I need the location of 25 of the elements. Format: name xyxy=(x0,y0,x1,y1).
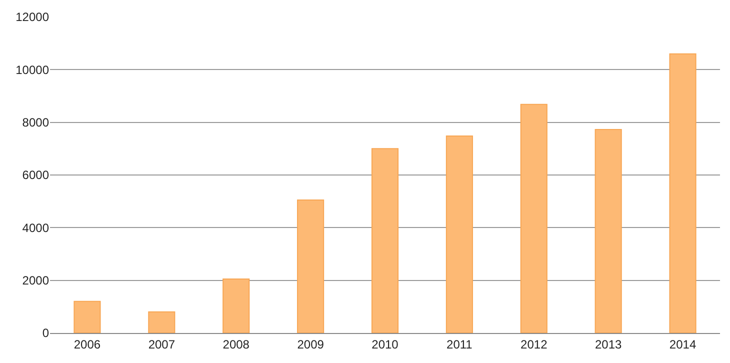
bar xyxy=(520,104,548,333)
bar xyxy=(148,311,176,333)
x-tick-label: 2008 xyxy=(222,337,250,352)
y-tick-label: 8000 xyxy=(22,116,50,130)
bar xyxy=(446,136,473,333)
x-tick-label: 2006 xyxy=(74,337,101,352)
bar xyxy=(222,278,250,333)
y-tick-label: 12000 xyxy=(16,10,50,24)
bar xyxy=(74,300,101,333)
bar xyxy=(594,128,622,333)
x-tick-label: 2010 xyxy=(372,337,399,352)
y-tick-label: 2000 xyxy=(22,274,50,288)
y-tick-label: 4000 xyxy=(22,220,50,235)
bar xyxy=(669,53,696,333)
bar xyxy=(371,148,399,333)
y-tick-label: 6000 xyxy=(22,168,50,182)
y-tick-label: 0 xyxy=(42,326,50,340)
bar xyxy=(297,200,324,333)
x-tick-label: 2012 xyxy=(520,337,548,352)
x-tick-label: 2009 xyxy=(297,337,324,352)
x-tick-label: 2011 xyxy=(446,337,473,352)
x-tick-label: 2013 xyxy=(594,337,622,352)
x-tick-label: 2014 xyxy=(669,337,696,352)
x-tick-label: 2007 xyxy=(148,337,176,352)
y-tick-label: 10000 xyxy=(16,62,50,77)
